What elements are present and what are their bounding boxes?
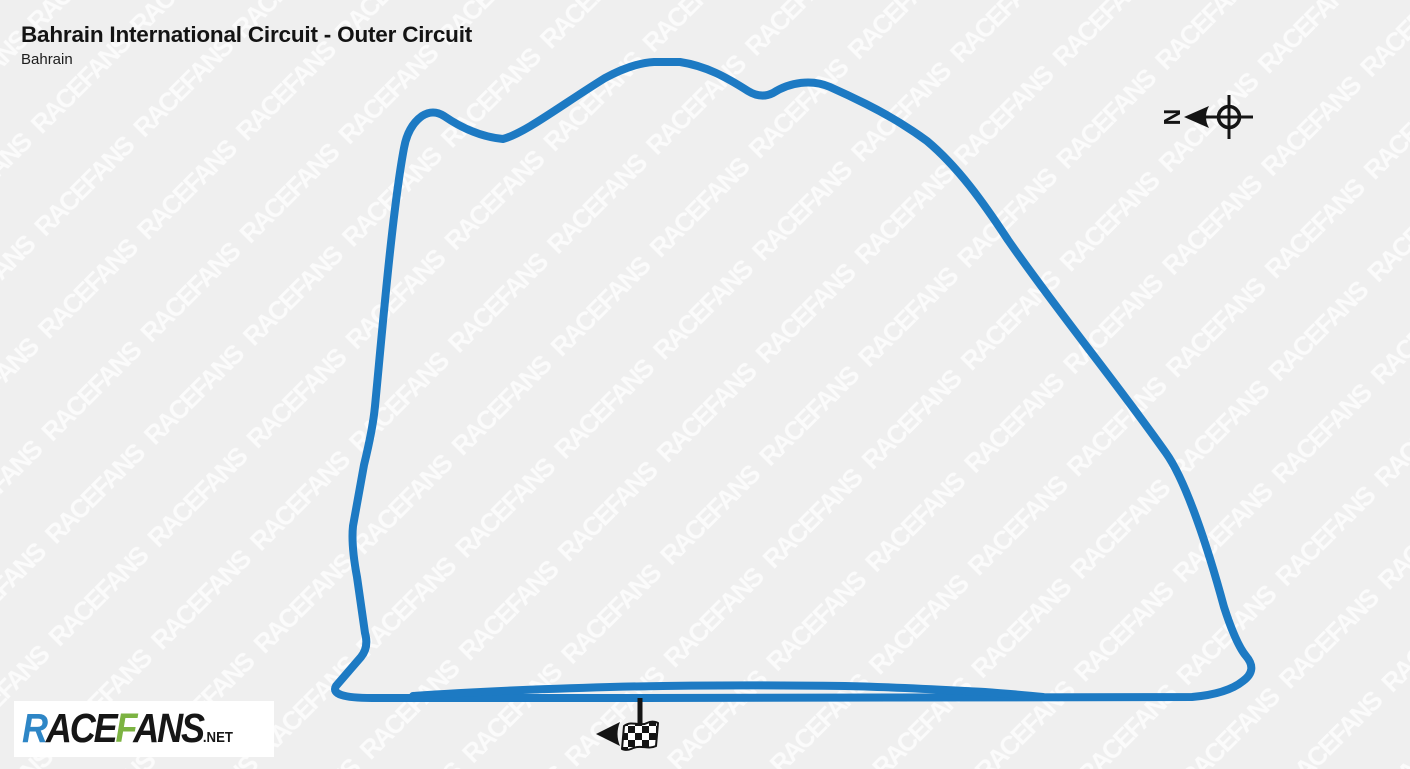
compass-arrow-icon — [1184, 106, 1209, 128]
checkered-flag-icon — [621, 720, 659, 751]
track-outline — [331, 58, 1256, 702]
racefans-logo-text: RACEFANS.NET — [22, 708, 233, 749]
compass-crosshair-icon — [1205, 95, 1253, 139]
page-subtitle: Bahrain — [21, 51, 73, 68]
logo-part-ans: ANS — [133, 705, 205, 751]
logo-part-net: .NET — [202, 729, 233, 746]
compass-north-indicator: N — [1159, 95, 1253, 139]
racefans-logo: RACEFANS.NET — [14, 701, 274, 757]
header: Bahrain International Circuit - Outer Ci… — [21, 22, 472, 68]
start-finish-tick — [637, 698, 643, 724]
page-title: Bahrain International Circuit - Outer Ci… — [21, 22, 473, 47]
logo-part-ace: ACE — [45, 705, 118, 751]
logo-part-r: R — [22, 705, 48, 751]
direction-arrow-icon — [596, 722, 620, 746]
compass-north-letter: N — [1159, 109, 1185, 126]
logo-part-f: F — [115, 705, 135, 751]
track-parallel-straight — [409, 681, 1047, 701]
